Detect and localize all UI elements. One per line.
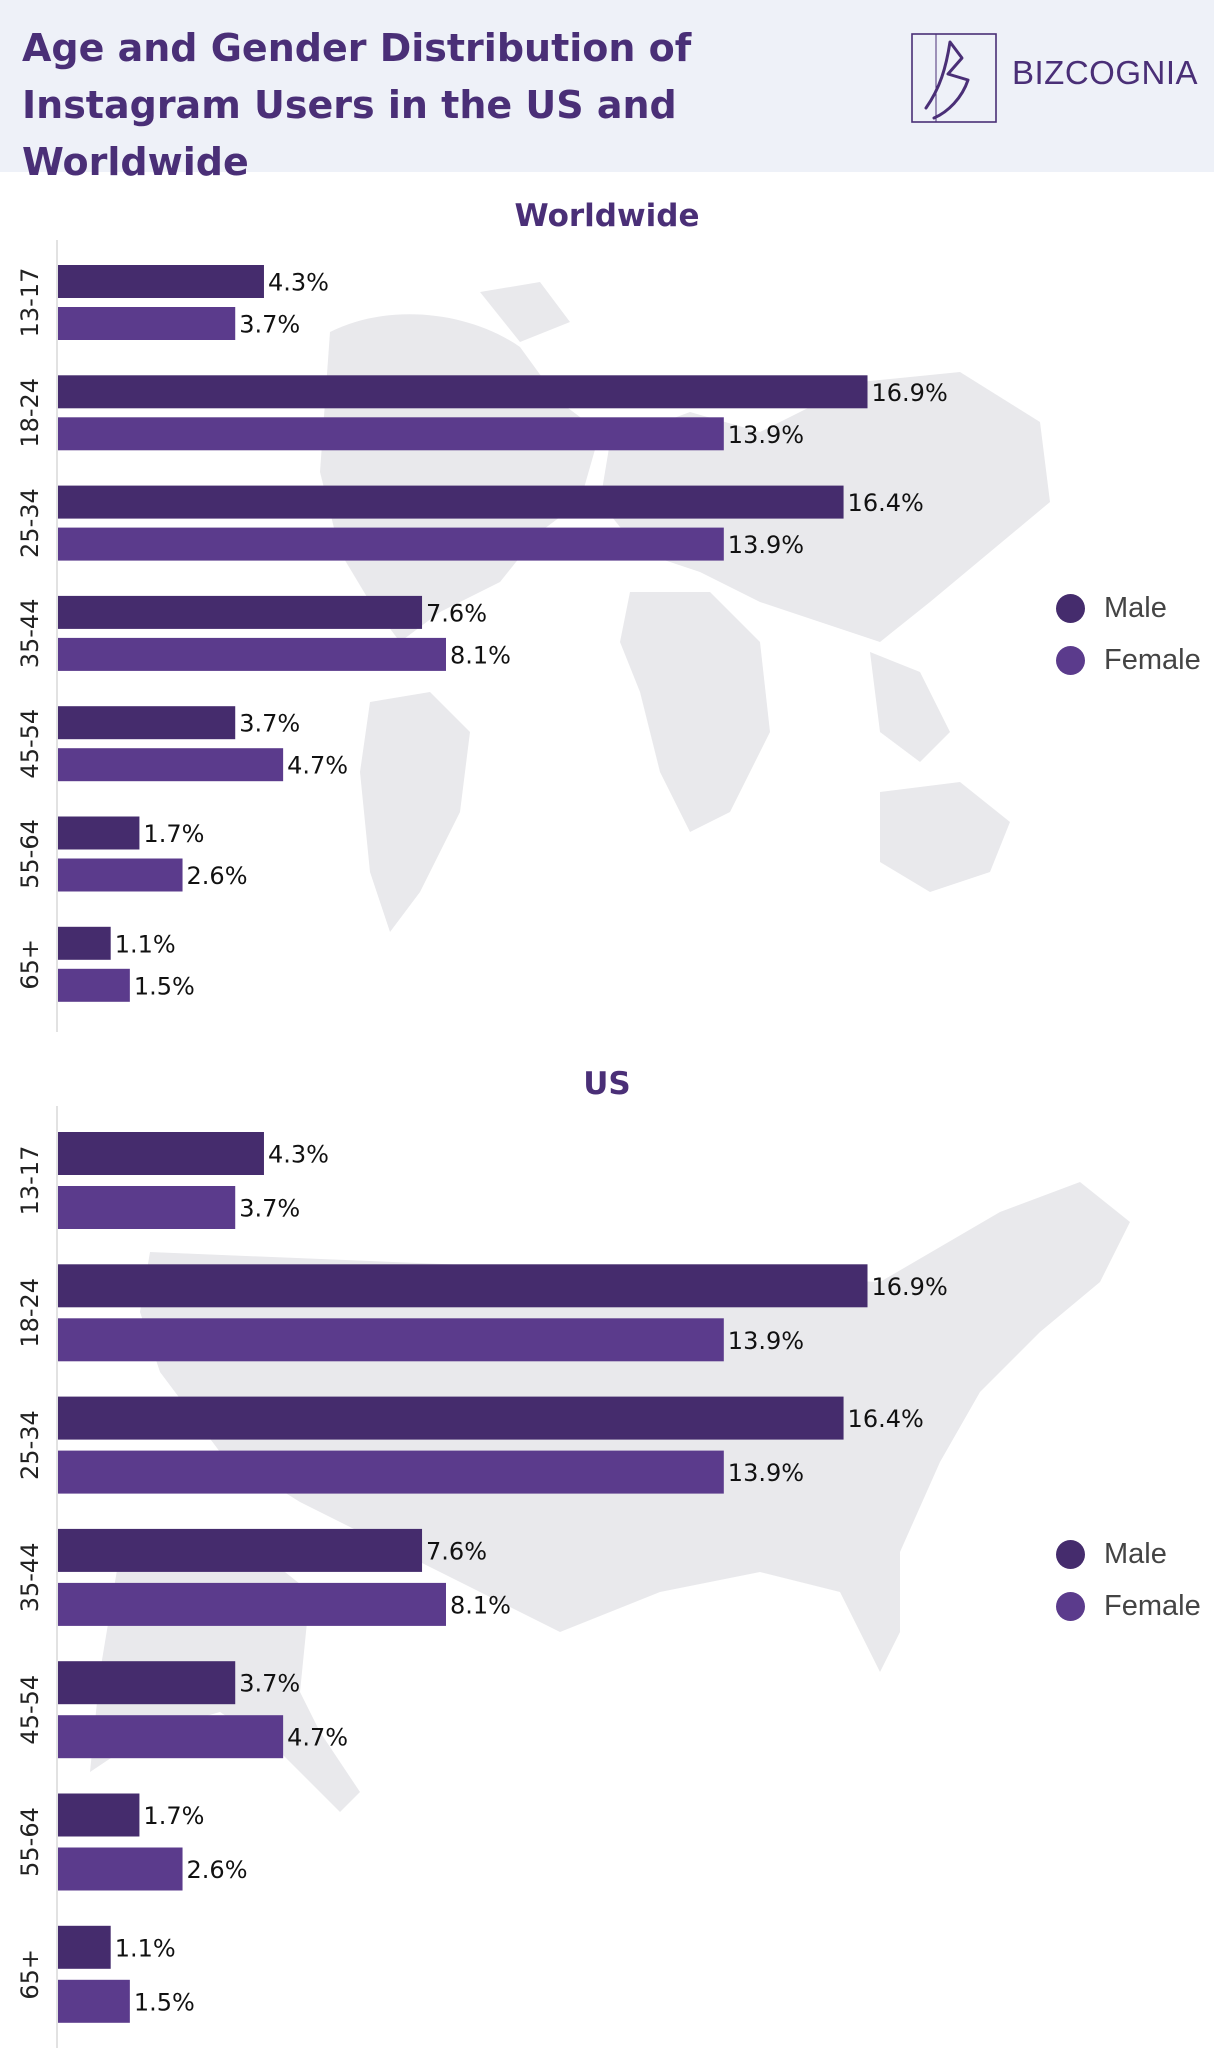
category-label-45-54: 45-54 <box>16 709 44 779</box>
data-label-female-18-24: 13.9% <box>728 1327 804 1355</box>
data-label-male-55-64: 1.7% <box>143 820 204 848</box>
data-label-female-18-24: 13.9% <box>728 421 804 449</box>
category-label-35-44: 35-44 <box>16 599 44 669</box>
bar-female-65+ <box>58 968 130 1002</box>
data-label-female-13-17: 3.7% <box>239 311 300 339</box>
bar-female-25-34 <box>58 1450 724 1494</box>
legend-female-label: Female <box>1104 1589 1201 1622</box>
bar-male-18-24 <box>58 375 868 409</box>
title-line-1: Age and Gender Distribution of <box>22 26 692 70</box>
us-legend: Male Female <box>1056 1528 1201 1632</box>
title-line-2: Instagram Users in the US and Worldwide <box>22 83 677 184</box>
data-label-male-13-17: 4.3% <box>268 1141 329 1169</box>
bar-male-35-44 <box>58 595 423 629</box>
bar-male-25-34 <box>58 1396 844 1440</box>
page-title: Age and Gender Distribution of Instagram… <box>22 20 902 191</box>
legend-item-male: Male <box>1056 582 1201 634</box>
worldwide-legend: Male Female <box>1056 582 1201 686</box>
bar-female-55-64 <box>58 858 183 892</box>
data-label-female-35-44: 8.1% <box>450 1591 511 1619</box>
bar-female-45-54 <box>58 748 284 782</box>
legend-female-dot <box>1056 1591 1085 1621</box>
data-label-male-45-54: 3.7% <box>239 710 300 738</box>
bar-female-13-17 <box>58 1186 236 1229</box>
data-label-male-35-44: 7.6% <box>426 599 487 627</box>
data-label-male-18-24: 16.9% <box>872 379 948 407</box>
category-label-55-64: 55-64 <box>16 1807 44 1877</box>
brand-logo-icon <box>911 33 997 123</box>
data-label-male-25-34: 16.4% <box>848 489 924 517</box>
bar-male-55-64 <box>58 816 140 850</box>
bar-male-65+ <box>58 926 111 960</box>
legend-male-dot <box>1056 593 1085 623</box>
data-label-female-45-54: 4.7% <box>287 1724 348 1752</box>
bar-female-18-24 <box>58 417 724 451</box>
bar-male-25-34 <box>58 485 844 519</box>
data-label-female-25-34: 13.9% <box>728 1459 804 1487</box>
bar-female-45-54 <box>58 1715 284 1759</box>
data-label-female-55-64: 2.6% <box>187 862 248 890</box>
category-label-65+: 65+ <box>16 939 44 990</box>
header-banner: Age and Gender Distribution of Instagram… <box>0 0 1214 184</box>
bar-male-65+ <box>58 1925 111 1969</box>
bar-male-45-54 <box>58 1661 236 1705</box>
bar-male-18-24 <box>58 1264 868 1308</box>
category-label-18-24: 18-24 <box>16 378 44 448</box>
bar-female-18-24 <box>58 1318 724 1362</box>
bar-female-35-44 <box>58 637 446 671</box>
data-label-male-45-54: 3.7% <box>239 1670 300 1698</box>
worldwide-chart-svg: 4.3% 3.7% 13-17 16.9% 13.9% 18-24 16.4% 13.9% 25… <box>16 240 1050 1032</box>
data-label-female-35-44: 8.1% <box>450 641 511 669</box>
category-label-13-17: 13-17 <box>16 268 44 338</box>
bar-female-35-44 <box>58 1582 446 1626</box>
data-label-male-13-17: 4.3% <box>268 269 329 297</box>
legend-female-label: Female <box>1104 643 1201 676</box>
worldwide-chart: 4.3% 3.7% 13-17 16.9% 13.9% 18-24 16.4% 13.9% 25… <box>0 172 1214 1032</box>
data-label-male-35-44: 7.6% <box>426 1537 487 1565</box>
us-chart-svg: 4.3% 3.7% 13-17 16.9% 13.9% 18-24 16.4% 13.9% 25… <box>16 1106 1130 2048</box>
category-label-18-24: 18-24 <box>16 1278 44 1348</box>
bar-female-13-17 <box>58 307 236 340</box>
category-label-25-34: 25-34 <box>16 1410 44 1480</box>
bar-male-13-17 <box>58 1132 264 1175</box>
bar-male-45-54 <box>58 706 236 740</box>
legend-item-female: Female <box>1056 634 1201 686</box>
category-label-65+: 65+ <box>16 1949 44 2000</box>
legend-item-female: Female <box>1056 1580 1201 1632</box>
data-label-female-13-17: 3.7% <box>239 1195 300 1223</box>
category-label-45-54: 45-54 <box>16 1675 44 1745</box>
legend-male-dot <box>1056 1539 1085 1569</box>
data-label-female-25-34: 13.9% <box>728 531 804 559</box>
legend-male-label: Male <box>1104 591 1167 624</box>
data-label-male-65+: 1.1% <box>115 930 176 958</box>
worldwide-chart-title: Worldwide <box>514 198 700 234</box>
legend-female-dot <box>1056 645 1085 675</box>
us-chart-title: US <box>583 1066 631 1102</box>
category-label-55-64: 55-64 <box>16 819 44 889</box>
data-label-male-65+: 1.1% <box>115 1934 176 1962</box>
data-label-male-25-34: 16.4% <box>848 1405 924 1433</box>
data-label-male-55-64: 1.7% <box>143 1802 204 1830</box>
bar-female-65+ <box>58 1979 130 2023</box>
bar-female-25-34 <box>58 527 724 561</box>
legend-item-male: Male <box>1056 1528 1201 1580</box>
bar-male-35-44 <box>58 1528 423 1572</box>
category-label-13-17: 13-17 <box>16 1146 44 1216</box>
bar-female-55-64 <box>58 1847 183 1891</box>
category-label-25-34: 25-34 <box>16 488 44 558</box>
data-label-female-65+: 1.5% <box>134 972 195 1000</box>
data-label-female-65+: 1.5% <box>134 1988 195 2016</box>
bar-male-13-17 <box>58 265 264 298</box>
us-chart: 4.3% 3.7% 13-17 16.9% 13.9% 18-24 16.4% 13.9% 25… <box>0 1032 1214 2048</box>
data-label-male-18-24: 16.9% <box>872 1273 948 1301</box>
category-label-35-44: 35-44 <box>16 1543 44 1613</box>
legend-male-label: Male <box>1104 1537 1167 1570</box>
brand-name: BIZCOGNIA <box>1012 54 1199 91</box>
data-label-female-45-54: 4.7% <box>287 752 348 780</box>
data-label-female-55-64: 2.6% <box>187 1856 248 1884</box>
bar-male-55-64 <box>58 1793 140 1837</box>
